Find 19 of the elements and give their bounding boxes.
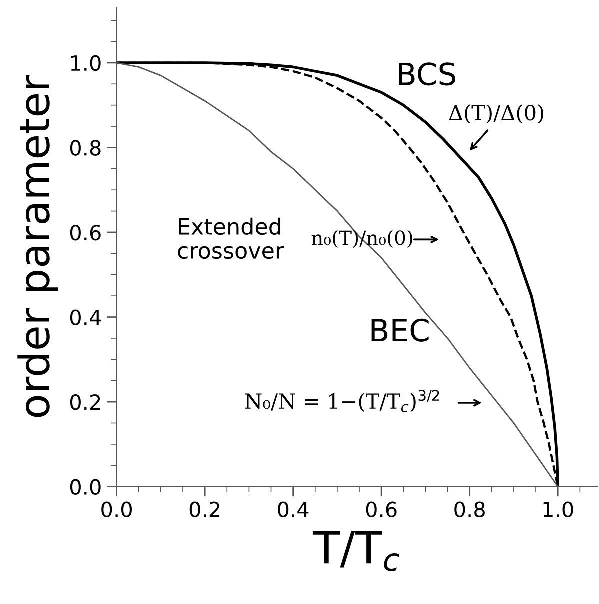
x-tick-label: 0.4 <box>278 502 309 518</box>
annotation: Extended crossover <box>178 218 284 260</box>
x-tick-label: 0.2 <box>190 502 220 518</box>
x-tick-label: 0.0 <box>102 502 132 518</box>
y-tick-label: 0.0 <box>70 479 101 496</box>
y-tick-label: 0.4 <box>70 310 102 326</box>
y-axis-title: order parameter <box>18 75 58 418</box>
x-tick-label: 0.8 <box>454 502 485 518</box>
x-axis-title: T/T$_{c}$ <box>312 531 400 572</box>
x-tick-label: 0.6 <box>366 502 397 518</box>
y-tick-label: 1.0 <box>71 55 101 72</box>
y-tick-label: 0.8 <box>70 140 101 156</box>
y-tick-label: 0.2 <box>70 394 100 410</box>
annotation: Δ(T)/Δ(0) <box>449 104 544 124</box>
y-tick-label: 0.6 <box>70 224 101 241</box>
series-label: BCS <box>398 62 456 86</box>
series-label: BEC <box>372 318 429 342</box>
x-tick-label: 1.0 <box>544 502 574 518</box>
annotation: N₀/N = 1−(T/T$_{c}$)$^{3/2}$ <box>245 390 440 413</box>
